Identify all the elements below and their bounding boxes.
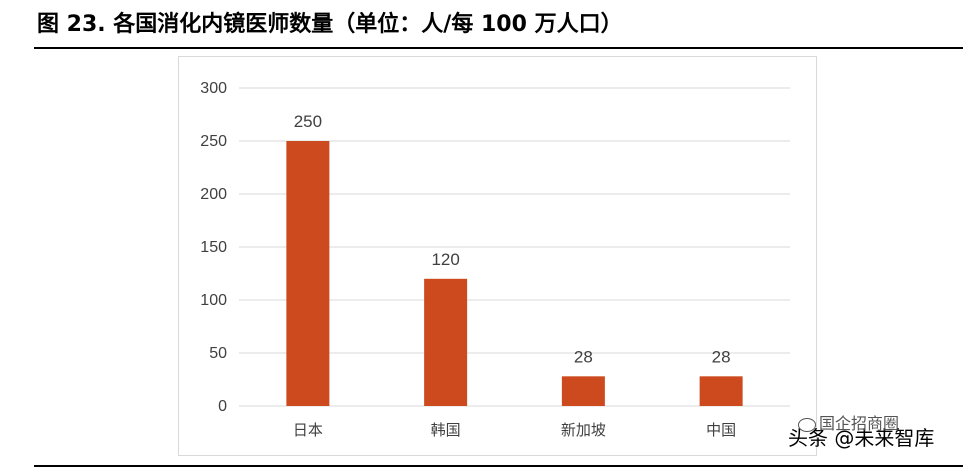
wechat-icon <box>798 417 816 432</box>
watermark: 国企招商圈 头条 @未来智库 <box>788 414 935 450</box>
y-tick-label: 0 <box>218 398 227 415</box>
y-tick-label: 300 <box>200 80 227 97</box>
data-label: 28 <box>712 347 731 366</box>
y-tick-label: 50 <box>209 345 227 362</box>
bar <box>424 278 468 406</box>
y-tick-label: 150 <box>200 239 227 256</box>
x-tick-label: 新加坡 <box>561 421 606 439</box>
bar <box>699 376 743 406</box>
title-divider <box>34 47 963 49</box>
y-tick-label: 200 <box>200 186 227 203</box>
bar <box>561 376 605 406</box>
x-tick-label: 韩国 <box>431 421 461 439</box>
bar-chart: 0 50 100 150 200 250 300 250 日本 120 韩国 28 新加坡 28 中国 <box>200 80 790 439</box>
bar <box>286 141 330 406</box>
data-label: 28 <box>574 347 593 366</box>
chart-frame: 0 50 100 150 200 250 300 250 日本 120 韩国 28 新加坡 28 中国 <box>178 56 817 456</box>
watermark-source-text: 国企招商圈 <box>819 414 900 433</box>
bottom-divider <box>34 465 963 467</box>
data-label: 250 <box>294 112 322 131</box>
x-tick-label: 中国 <box>706 421 736 439</box>
watermark-source: 国企招商圈 <box>798 413 899 435</box>
data-label: 120 <box>431 250 459 269</box>
y-tick-label: 250 <box>200 133 227 150</box>
watermark-text: 头条 @未来智库 <box>788 426 935 450</box>
y-tick-label: 100 <box>200 292 227 309</box>
x-tick-label: 日本 <box>293 421 323 439</box>
figure-title: 图 23. 各国消化内镜医师数量（单位：人/每 100 万人口） <box>37 12 623 37</box>
